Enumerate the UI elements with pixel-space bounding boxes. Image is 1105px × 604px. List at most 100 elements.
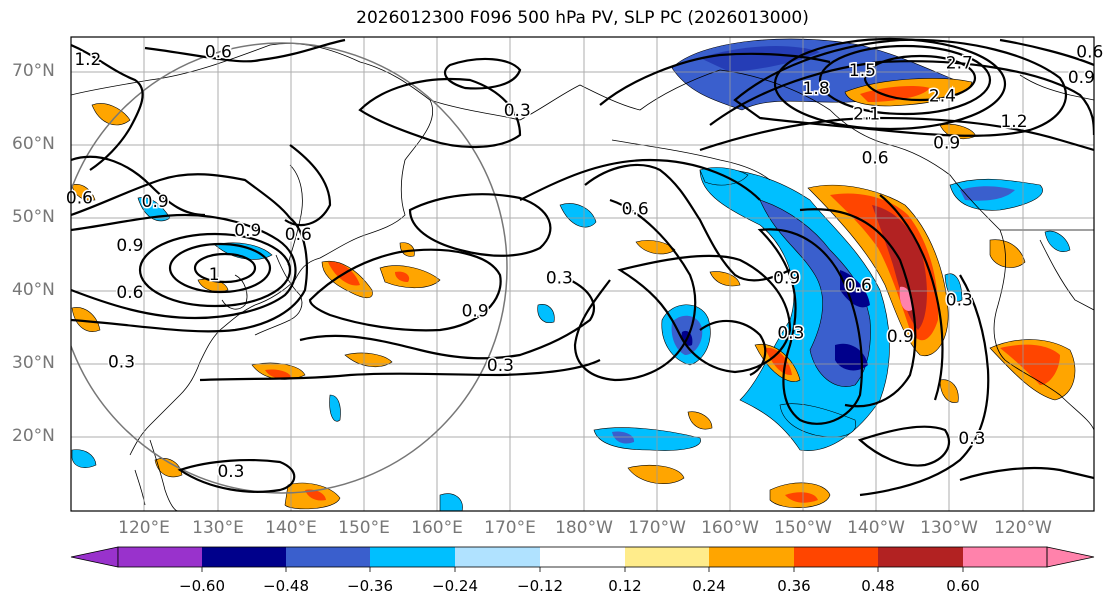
colorbar — [70, 546, 1095, 572]
contour-label: 2.7 — [946, 54, 973, 74]
contour-label: 0.9 — [142, 192, 169, 212]
lon-label: 170°E — [484, 518, 536, 538]
contour-label: 0.3 — [546, 269, 573, 289]
pv-fill-red — [265, 369, 292, 379]
colorbar-high-extension — [1046, 546, 1095, 568]
lon-label: 120°W — [994, 518, 1052, 538]
contour-label: 1.5 — [849, 61, 876, 81]
contour-label: 0.6 — [285, 225, 312, 245]
contour-label: 1.2 — [74, 50, 101, 70]
contour-label: 0.6 — [845, 276, 872, 296]
colorbar-tick-label: 0.48 — [861, 577, 895, 595]
contour-labels: 0.6 1.2 0.3 0.6 0.9 0.9 0.6 0.9 1 0.6 0.9 0.3 0.6 0.3… — [64, 41, 1104, 483]
contour-label: 0.6 — [862, 148, 889, 168]
contour-label: 0.3 — [777, 323, 804, 343]
pv-fill-orange — [344, 352, 393, 368]
pv-shading — [71, 38, 1076, 511]
colorbar-tick-label: 0.36 — [777, 577, 811, 595]
colorbar-tick-label: −0.48 — [263, 577, 309, 595]
lat-label: 60°N — [12, 134, 55, 154]
contour-label: 0.3 — [504, 101, 531, 121]
colorbar-tick-label: −0.24 — [432, 577, 478, 595]
contour-label: 0.3 — [946, 291, 973, 311]
contour-label: 0.9 — [933, 134, 960, 154]
lon-label: 140°W — [847, 518, 905, 538]
colorbar-bin — [202, 547, 286, 567]
contour-label: 0.6 — [66, 188, 93, 208]
contour-label: 0.6 — [205, 43, 232, 63]
lon-label: 140°E — [265, 518, 317, 538]
pv-fill-lightblue — [537, 304, 555, 323]
contour-label: 2.1 — [853, 105, 880, 125]
colorbar-bin — [118, 547, 202, 567]
contour-label: 0.9 — [1068, 68, 1095, 88]
colorbar-tick-label: 0.60 — [946, 577, 980, 595]
colorbar-tick-label: −0.36 — [347, 577, 393, 595]
lon-label: 160°E — [411, 518, 463, 538]
pv-fill-orange — [379, 265, 441, 289]
pv-fill-lightblue — [593, 427, 701, 451]
pv-fill-red — [395, 271, 410, 282]
colorbar-bin — [286, 547, 370, 567]
pv-fill-lightblue — [779, 403, 857, 438]
contour-label: 0.9 — [234, 221, 261, 241]
contour-label: 1.2 — [1000, 112, 1027, 132]
pv-fill-orange — [709, 271, 741, 287]
pv-fill-orange — [635, 240, 676, 255]
pv-fill-red — [305, 489, 326, 501]
pv-fill-orange — [91, 103, 131, 126]
colorbar-tick-label: −0.60 — [179, 577, 225, 595]
pv-fill-darkred — [872, 205, 927, 330]
contour-label: 1 — [209, 265, 220, 285]
colorbar-tick-label: −0.12 — [517, 577, 563, 595]
colorbar-bin — [540, 547, 625, 567]
colorbar-bin — [963, 547, 1047, 567]
colorbar-bin — [709, 547, 794, 567]
lat-label: 40°N — [12, 280, 55, 300]
coastlines — [71, 43, 1094, 511]
contour-label: 2.4 — [929, 86, 956, 106]
pv-fill-blue — [960, 186, 1015, 201]
pv-fill-orange — [71, 184, 96, 201]
colorbar-bin — [455, 547, 540, 567]
pv-fill-red — [1000, 344, 1060, 385]
lat-label: 30°N — [12, 353, 55, 373]
lon-label: 150°W — [774, 518, 832, 538]
map-title: 2026012300 F096 500 hPa PV, SLP PC (2026… — [356, 8, 809, 28]
contour-label: 0.9 — [887, 327, 914, 347]
contour-label: 0.3 — [108, 353, 135, 373]
pv-fill-orange — [399, 242, 415, 257]
colorbar-bin — [625, 547, 709, 567]
pv-fill-orange — [627, 464, 685, 484]
range-circle — [71, 42, 508, 494]
lat-label: 70°N — [12, 61, 55, 81]
lon-label: 130°E — [192, 518, 244, 538]
colorbar-bin — [878, 547, 963, 567]
lat-label: 50°N — [12, 207, 55, 227]
pv-fill-orange — [687, 411, 713, 430]
colorbar-low-extension — [70, 546, 119, 568]
contour-label: 0.3 — [958, 429, 985, 449]
colorbar-tick-label: 0.24 — [692, 577, 726, 595]
pv-fill-navy — [840, 270, 870, 308]
lat-label: 20°N — [12, 426, 55, 446]
pv-fill-red — [785, 492, 818, 503]
pv-fill-lightblue — [559, 203, 597, 228]
slp-contours — [71, 37, 1094, 497]
colorbar-bin — [370, 547, 455, 567]
colorbar-tick-label: 0.12 — [608, 577, 642, 595]
map-frame — [70, 36, 1095, 512]
lon-label: 130°W — [920, 518, 978, 538]
contour-label: 0.9 — [773, 269, 800, 289]
pv-fill-blue — [759, 199, 871, 387]
pv-fill-lightblue — [71, 449, 97, 468]
pv-fill-orange — [71, 307, 101, 332]
contour-label: 0.3 — [487, 356, 514, 376]
pv-fill-blue — [612, 431, 635, 444]
lon-label: 150°E — [338, 518, 390, 538]
contour-label: 0.3 — [217, 462, 244, 482]
contour-label: 0.6 — [116, 283, 143, 303]
contour-label: 0.9 — [462, 301, 489, 321]
pv-fill-orange — [989, 239, 1026, 268]
